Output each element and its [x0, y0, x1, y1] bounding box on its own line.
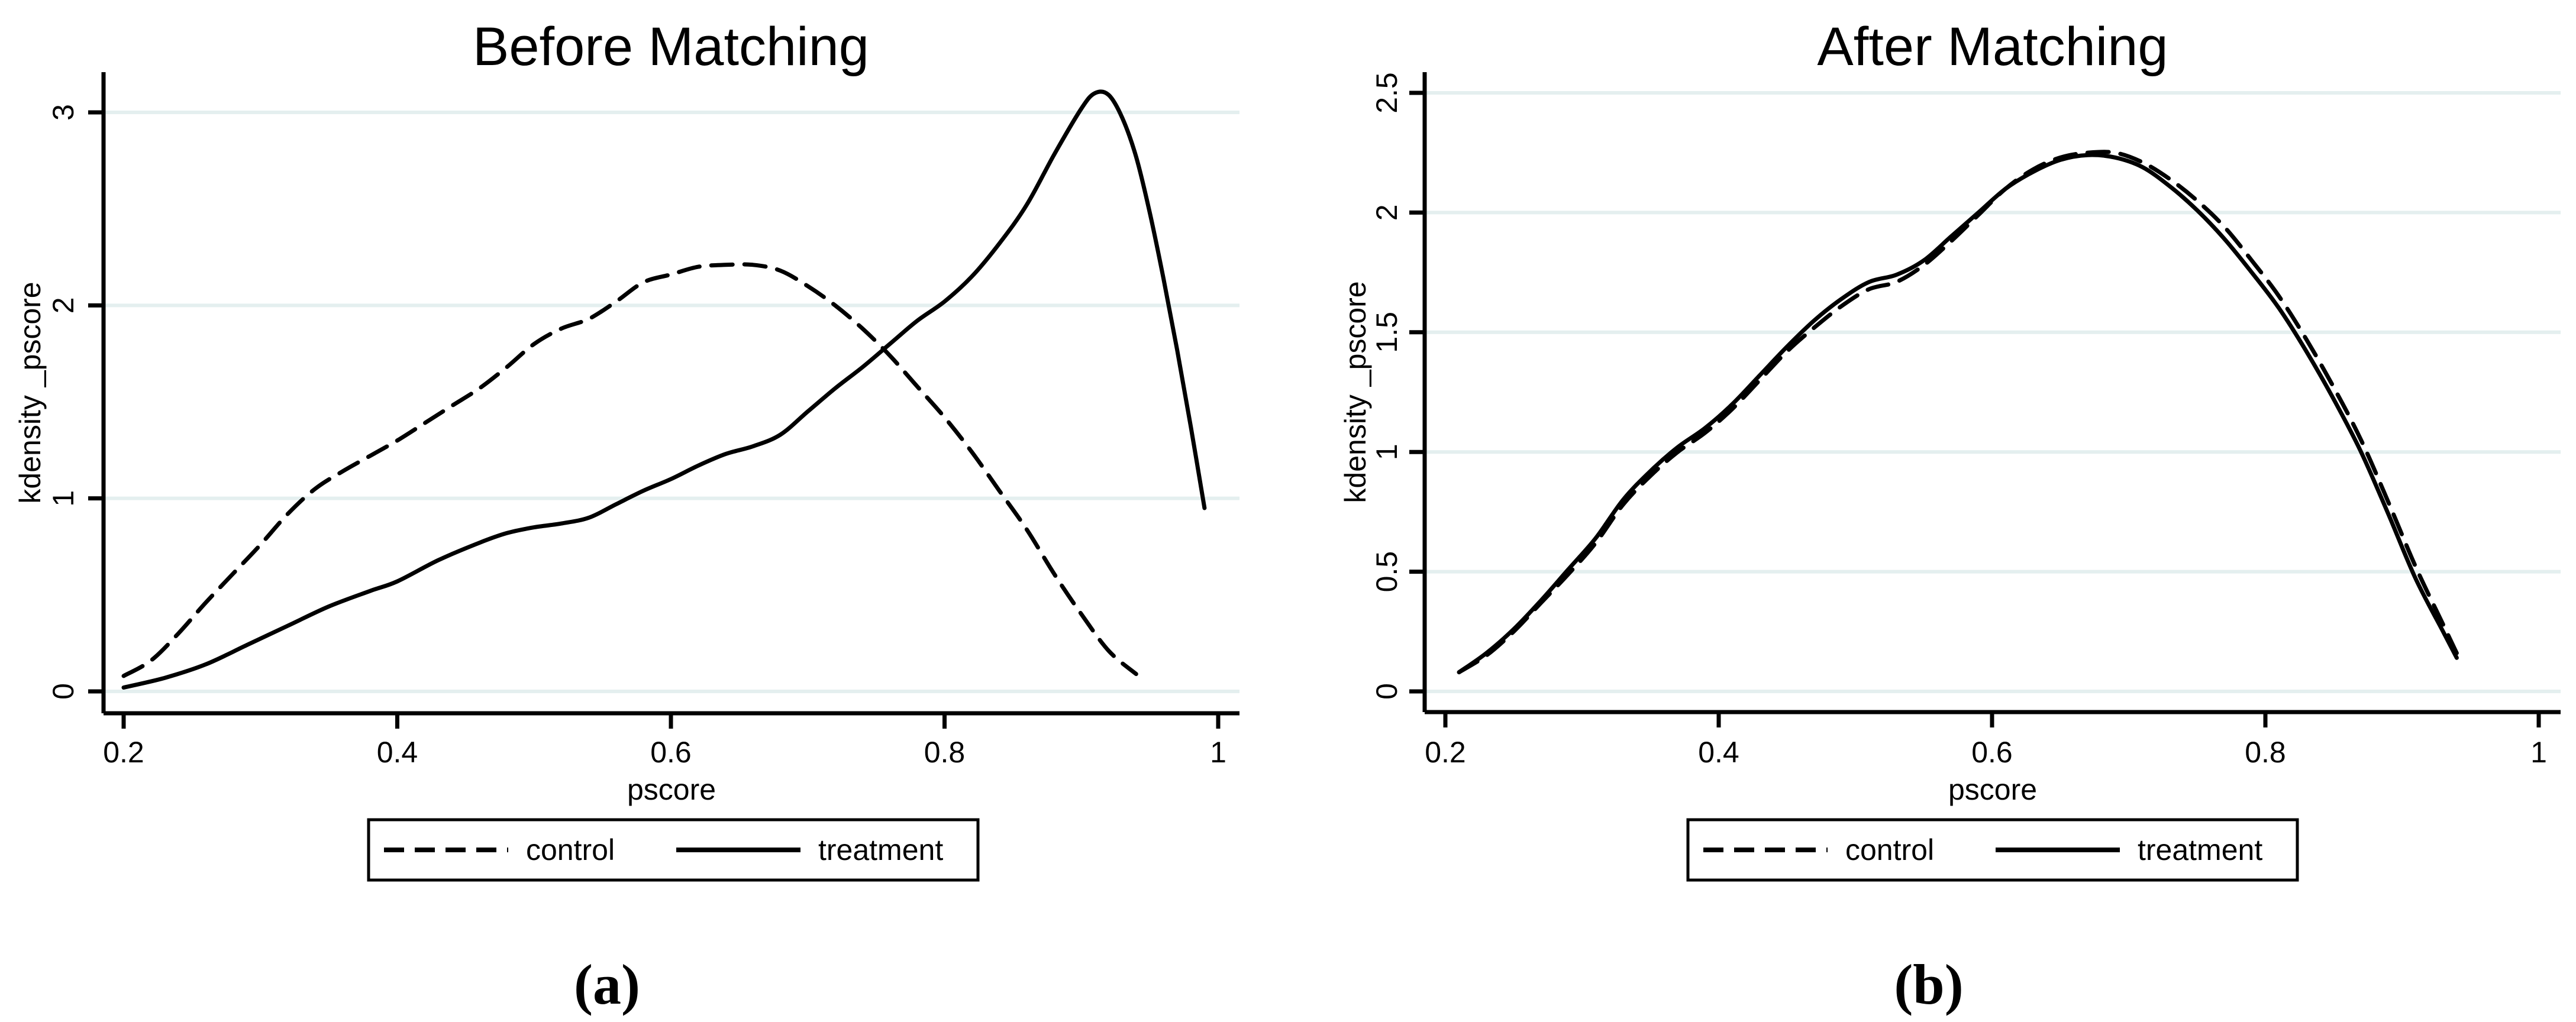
subfigure-caption: (b)	[1894, 953, 1963, 1016]
x-tick-label: 0.6	[1971, 736, 2013, 769]
y-tick-label: 3	[47, 104, 80, 121]
x-tick-label: 1	[2530, 736, 2547, 769]
legend-box	[1686, 818, 2299, 882]
x-tick-label: 0.6	[650, 736, 692, 769]
panel-after-matching: 0 0.5 1 1.5 2 2.5 0.2 0.4 0.6 0.8 1 pscore kdensity …	[1288, 0, 2576, 1022]
after-matching-chart: 0 0.5 1 1.5 2 2.5 0.2 0.4 0.6 0.8 1 pscore kdensity …	[1339, 17, 2561, 1016]
series-curve-treatment	[1457, 153, 2459, 675]
panel-title: After Matching	[1817, 17, 2168, 77]
series-curve-treatment	[121, 89, 1207, 690]
legend-label-treatment: treatment	[818, 833, 943, 866]
panel-before-matching: 0 1 2 3 0.2 0.4 0.6 0.8 1 pscore kdensity _pscore B…	[14, 17, 1239, 1016]
y-tick-label: 0	[47, 683, 80, 700]
legend-label-control: control	[526, 833, 615, 866]
before-matching-chart: 0 1 2 3 0.2 0.4 0.6 0.8 1 pscore kdensity _pscore B…	[14, 17, 1239, 1016]
legend-label-control: control	[1845, 833, 1934, 866]
y-tick-label: 1	[1370, 444, 1403, 460]
x-tick-label: 0.2	[1425, 736, 1466, 769]
series-curve-control	[121, 262, 1138, 678]
x-tick-label: 0.4	[1698, 736, 1739, 769]
y-tick-label: 2	[1370, 204, 1403, 221]
legend-box	[367, 818, 980, 882]
x-tick-label: 0.8	[2245, 736, 2286, 769]
legend-label-treatment: treatment	[2138, 833, 2262, 866]
y-tick-label: 0	[1370, 683, 1403, 700]
y-axis-label: kdensity _pscore	[1339, 281, 1372, 503]
x-axis-label: pscore	[627, 773, 716, 806]
y-tick-label: 2.5	[1370, 72, 1403, 114]
y-tick-label: 2	[47, 297, 80, 313]
y-tick-label: 1	[47, 490, 80, 507]
subfigure-caption: (a)	[574, 953, 640, 1016]
y-tick-label: 1.5	[1370, 312, 1403, 353]
x-axis-label: pscore	[1948, 773, 2037, 806]
y-tick-label: 0.5	[1370, 551, 1403, 593]
y-axis-label: kdensity _pscore	[14, 282, 47, 503]
panel-title: Before Matching	[473, 17, 869, 77]
x-tick-label: 0.4	[377, 736, 418, 769]
x-tick-label: 1	[1210, 736, 1226, 769]
x-tick-label: 0.2	[103, 736, 144, 769]
x-tick-label: 0.8	[924, 736, 966, 769]
